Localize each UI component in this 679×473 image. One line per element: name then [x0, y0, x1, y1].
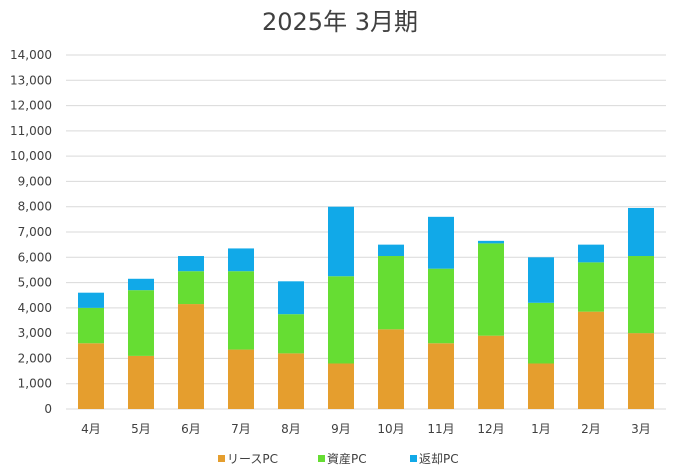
x-tick-label: 12月	[477, 422, 504, 436]
bar-segment	[378, 256, 404, 330]
bar-segment	[378, 329, 404, 409]
bar-segment	[378, 244, 404, 257]
bar-segment	[128, 278, 154, 291]
bar-segment	[278, 281, 304, 315]
grid-lines	[66, 54, 666, 410]
y-tick-label: 9,000	[18, 174, 52, 188]
bar-segment	[478, 243, 504, 336]
chart-title: 2025年 3月期	[262, 8, 418, 36]
legend-swatch	[410, 455, 417, 462]
bar-segment	[278, 353, 304, 409]
x-tick-label: 1月	[531, 422, 551, 436]
bar-segment	[578, 244, 604, 263]
y-tick-label: 8,000	[18, 200, 52, 214]
legend-swatch	[318, 455, 325, 462]
y-tick-label: 14,000	[10, 48, 52, 62]
bar-segment	[228, 271, 254, 350]
bar-segment	[328, 206, 354, 277]
bar-segment	[428, 343, 454, 409]
bar-segment	[428, 268, 454, 344]
y-tick-label: 6,000	[18, 250, 52, 264]
y-tick-label: 3,000	[18, 326, 52, 340]
bar-segment	[578, 311, 604, 409]
bar-segment	[128, 355, 154, 409]
y-axis-ticks: 0 1,000 2,000 3,000 4,000 5,000 6,000 7,000 8,00…	[10, 48, 52, 416]
bars	[78, 206, 654, 409]
x-tick-label: 4月	[81, 422, 101, 436]
x-tick-label: 9月	[331, 422, 351, 436]
bar-segment	[478, 240, 504, 244]
x-tick-label: 5月	[131, 422, 151, 436]
legend-entry: リースPC	[218, 452, 278, 466]
bar-segment	[328, 276, 354, 364]
legend-entry: 返却PC	[410, 452, 459, 466]
y-tick-label: 4,000	[18, 301, 52, 315]
y-tick-label: 0	[44, 402, 52, 416]
y-tick-label: 11,000	[10, 124, 52, 138]
bar-segment	[78, 292, 104, 308]
bar-segment	[628, 256, 654, 334]
legend-swatch	[218, 455, 225, 462]
legend-label: 資産PC	[327, 451, 367, 466]
legend: リースPC 資産PC 返却PC	[218, 451, 459, 466]
bar-segment	[178, 256, 204, 272]
bar-segment	[228, 349, 254, 409]
bar-segment	[528, 302, 554, 364]
bar-segment	[628, 333, 654, 409]
bar-segment	[528, 257, 554, 303]
x-tick-label: 8月	[281, 422, 301, 436]
legend-label: リースPC	[227, 452, 278, 466]
y-tick-label: 13,000	[10, 73, 52, 87]
y-tick-label: 10,000	[10, 149, 52, 163]
y-tick-label: 1,000	[18, 377, 52, 391]
bar-segment	[278, 314, 304, 354]
y-tick-label: 2,000	[18, 351, 52, 365]
bar-segment	[328, 363, 354, 409]
legend-entry: 資産PC	[318, 451, 367, 466]
y-tick-label: 12,000	[10, 99, 52, 113]
x-tick-label: 3月	[631, 422, 651, 436]
x-tick-label: 10月	[377, 422, 404, 436]
bar-segment	[178, 271, 204, 305]
bar-segment	[428, 216, 454, 269]
x-axis-ticks: 4月 5月 6月 7月 8月 9月 10月 11月 12月 1月 2月 3月	[81, 422, 651, 436]
bar-segment	[228, 248, 254, 272]
bar-segment	[78, 343, 104, 409]
legend-label: 返却PC	[419, 452, 459, 466]
x-tick-label: 6月	[181, 422, 201, 436]
bar-segment	[528, 363, 554, 409]
bar-segment	[78, 307, 104, 344]
bar-segment	[128, 290, 154, 356]
bar-segment	[628, 207, 654, 257]
bar-segment	[178, 304, 204, 409]
y-tick-label: 7,000	[18, 225, 52, 239]
bar-segment	[478, 335, 504, 409]
bar-segment	[578, 262, 604, 312]
x-tick-label: 2月	[581, 422, 601, 436]
x-tick-label: 7月	[231, 422, 251, 436]
x-tick-label: 11月	[427, 422, 454, 436]
y-tick-label: 5,000	[18, 276, 52, 290]
